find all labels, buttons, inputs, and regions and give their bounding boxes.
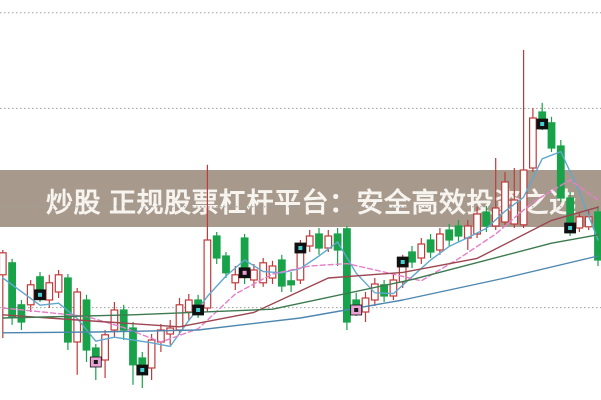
candle-body <box>528 117 537 169</box>
signal-marker-glyph <box>568 226 573 230</box>
candle-body <box>129 327 137 366</box>
signal-marker-glyph <box>354 308 359 312</box>
candle-body <box>73 291 82 343</box>
candle-body <box>110 309 119 331</box>
candle-body <box>287 280 295 286</box>
candle-body <box>510 199 519 225</box>
candle-body <box>203 239 212 309</box>
signal-marker-glyph <box>38 292 42 297</box>
candle-body <box>119 309 128 331</box>
signal-marker-glyph <box>140 368 145 372</box>
candle-body <box>547 122 556 149</box>
candle-body <box>417 243 426 259</box>
ma-maroon-line <box>2 206 599 328</box>
candle-body <box>8 262 17 318</box>
candle-body <box>212 235 221 259</box>
candle-body <box>426 239 435 253</box>
signal-marker-glyph <box>242 270 247 275</box>
signal-marker-glyph <box>196 308 201 312</box>
candle-body <box>231 274 240 284</box>
signal-marker-glyph <box>540 122 545 126</box>
candle-body <box>250 269 258 281</box>
signal-marker-glyph <box>400 260 405 264</box>
candle-body <box>259 262 268 284</box>
candle-body <box>17 304 26 323</box>
candle-body <box>482 211 491 227</box>
signal-marker-glyph <box>298 246 303 250</box>
candle-body <box>361 297 370 313</box>
ma-slow-pink-line <box>2 179 599 343</box>
candle-body <box>101 334 110 361</box>
candle-body <box>26 284 35 306</box>
candle-body <box>305 235 314 247</box>
candle-body <box>501 181 509 223</box>
candle-body <box>147 339 156 369</box>
ma-fast-cyan-line <box>2 150 599 348</box>
signal-marker-glyph <box>93 360 98 364</box>
candle-body <box>184 299 193 313</box>
candle-body <box>82 299 91 351</box>
candle-body <box>473 213 481 235</box>
candle-body <box>222 255 230 274</box>
candle-body <box>380 284 388 297</box>
candle-body <box>436 233 444 251</box>
candle-body <box>54 274 63 293</box>
candle-body <box>157 329 165 343</box>
candle-body <box>315 233 323 249</box>
ma-steel-blue-line <box>2 255 599 334</box>
candle-body <box>0 252 7 276</box>
candle-body <box>324 235 333 249</box>
candle-body <box>389 279 398 297</box>
candle-body <box>454 225 463 237</box>
candle-body <box>408 251 416 263</box>
candle-body <box>556 145 565 199</box>
candle-body <box>575 216 584 229</box>
candle-body <box>594 211 601 261</box>
candle-body <box>343 228 351 323</box>
ma-dark-green-line <box>2 234 599 319</box>
candle-body <box>45 282 54 301</box>
promo-banner: 炒股 正规股票杠杆平台：安全高效投资之选 <box>0 170 601 227</box>
candle-body <box>445 229 454 241</box>
